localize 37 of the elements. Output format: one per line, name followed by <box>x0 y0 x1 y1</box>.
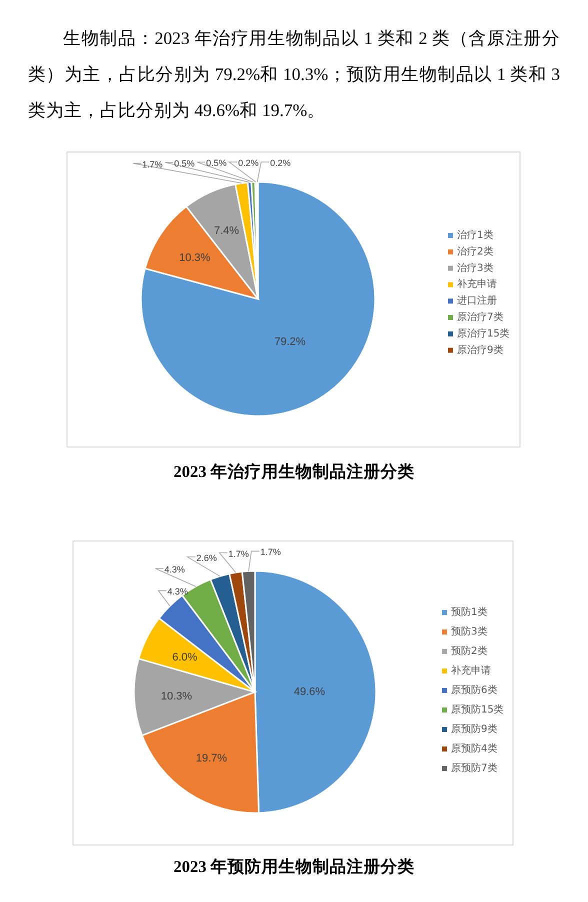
legend-label: 原治疗15类 <box>457 327 510 340</box>
legend-label: 治疗2类 <box>457 245 494 258</box>
text: 生物制品：2023 年治疗用生物制品以 1 类和 2 类（含原注册分类）为主，占比分别为 79.2%和 10.3%；预防用生物制品以 1 类和 3 类为主，占比分别为 49.6%和 19.7%。 <box>28 27 560 122</box>
data-label: 1.7% <box>142 159 163 170</box>
legend-label: 治疗3类 <box>457 262 494 274</box>
data-label: 0.2% <box>270 158 291 168</box>
legend-label: 原治疗7类 <box>457 311 504 323</box>
data-label: 0.5% <box>206 158 227 168</box>
text: 2023 年预防用生物制品注册分类 <box>173 857 415 876</box>
data-label: 79.2% <box>274 336 306 348</box>
legend-label: 补充申请 <box>457 278 497 290</box>
data-label: 4.3% <box>167 586 188 597</box>
data-label: 10.3% <box>160 690 192 702</box>
legend-label: 治疗1类 <box>457 229 494 241</box>
legend-label: 补充申请 <box>451 664 491 676</box>
data-label: 0.2% <box>238 158 259 168</box>
legend-label: 原预防4类 <box>451 742 498 754</box>
data-label: 7.4% <box>214 224 240 237</box>
data-label: 19.7% <box>196 752 228 765</box>
data-label: 0.5% <box>174 158 195 168</box>
legend-label: 预防2类 <box>451 645 488 657</box>
legend-label: 进口注册 <box>457 294 497 307</box>
legend-label: 原预防7类 <box>451 762 498 774</box>
legend-label: 原治疗9类 <box>457 344 504 356</box>
text: 2023 年治疗用生物制品注册分类 <box>173 462 415 481</box>
legend-label: 原预防6类 <box>451 684 498 696</box>
data-label: 4.3% <box>164 564 185 575</box>
data-label: 1.7% <box>260 547 281 558</box>
data-label: 6.0% <box>172 652 198 664</box>
legend-label: 预防3类 <box>451 626 488 638</box>
data-label: 49.6% <box>294 686 326 698</box>
data-label: 10.3% <box>179 252 211 264</box>
legend-label: 原预防9类 <box>451 723 498 735</box>
data-label: 1.7% <box>228 548 249 559</box>
legend-label: 预防1类 <box>451 606 488 618</box>
legend-label: 原预防15类 <box>451 704 504 716</box>
data-label: 2.6% <box>196 552 217 563</box>
